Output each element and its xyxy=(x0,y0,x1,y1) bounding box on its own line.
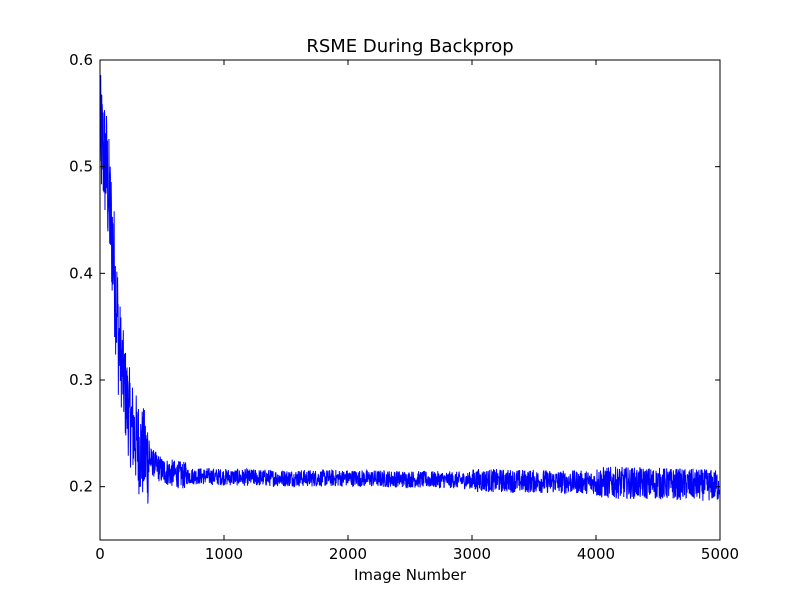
y-tick-label: 0.5 xyxy=(69,158,93,176)
x-tick-label: 1000 xyxy=(205,545,243,563)
axis-ticks: 0 1000 2000 3000 4000 5000 0.2 0.3 0.4 0.5 0.6 xyxy=(69,51,739,563)
plot-area xyxy=(99,75,721,504)
y-tick-label: 0.4 xyxy=(69,264,93,282)
y-tick-label: 0.2 xyxy=(69,478,93,496)
x-tick-label: 0 xyxy=(95,545,105,563)
x-tick-label: 4000 xyxy=(577,545,615,563)
y-tick-label: 0.6 xyxy=(69,51,93,69)
axes-frame xyxy=(99,59,721,541)
series-line-0 xyxy=(99,75,721,504)
x-tick-label: 3000 xyxy=(453,545,491,563)
x-tick-label: 5000 xyxy=(701,545,739,563)
chart-title: RSME During Backprop xyxy=(306,36,513,57)
x-axis-label: Image Number xyxy=(354,566,467,584)
y-tick-label: 0.3 xyxy=(69,371,93,389)
x-tick-label: 2000 xyxy=(329,545,367,563)
